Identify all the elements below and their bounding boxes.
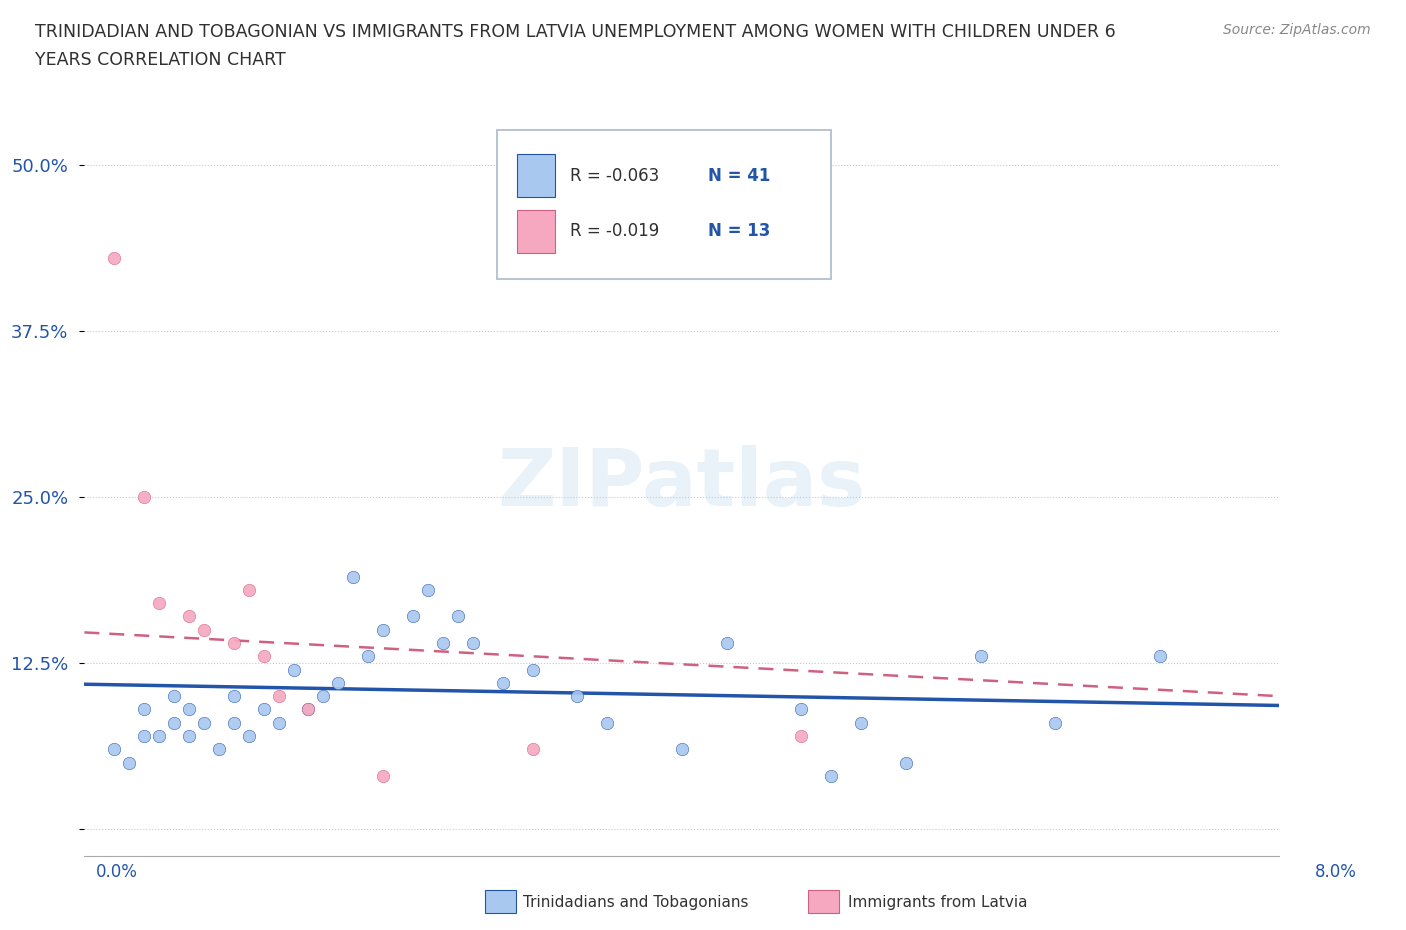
Point bbox=[103, 250, 125, 265]
Point bbox=[222, 689, 245, 704]
Text: Immigrants from Latvia: Immigrants from Latvia bbox=[848, 895, 1028, 910]
Point bbox=[253, 702, 276, 717]
Point bbox=[373, 622, 395, 637]
Point bbox=[177, 728, 200, 743]
Text: N = 13: N = 13 bbox=[709, 222, 770, 240]
FancyBboxPatch shape bbox=[517, 210, 555, 253]
Point bbox=[820, 768, 842, 783]
Point bbox=[163, 689, 186, 704]
Point bbox=[132, 702, 156, 717]
Point bbox=[851, 715, 873, 730]
Point bbox=[208, 742, 231, 757]
Point bbox=[177, 609, 200, 624]
Text: Source: ZipAtlas.com: Source: ZipAtlas.com bbox=[1223, 23, 1371, 37]
Point bbox=[671, 742, 693, 757]
Point bbox=[253, 649, 276, 664]
Point bbox=[1149, 649, 1171, 664]
Text: R = -0.019: R = -0.019 bbox=[569, 222, 659, 240]
Point bbox=[357, 649, 380, 664]
Text: ZIPatlas: ZIPatlas bbox=[498, 445, 866, 523]
Point bbox=[103, 742, 125, 757]
Point bbox=[402, 609, 425, 624]
Text: N = 41: N = 41 bbox=[709, 166, 770, 184]
Point bbox=[447, 609, 470, 624]
FancyBboxPatch shape bbox=[496, 130, 831, 279]
Point bbox=[312, 689, 335, 704]
Point bbox=[970, 649, 993, 664]
Text: TRINIDADIAN AND TOBAGONIAN VS IMMIGRANTS FROM LATVIA UNEMPLOYMENT AMONG WOMEN WI: TRINIDADIAN AND TOBAGONIAN VS IMMIGRANTS… bbox=[35, 23, 1116, 41]
Point bbox=[596, 715, 619, 730]
Point bbox=[416, 582, 439, 597]
Point bbox=[492, 675, 515, 690]
Point bbox=[461, 635, 484, 650]
Text: R = -0.063: R = -0.063 bbox=[569, 166, 659, 184]
Point bbox=[716, 635, 738, 650]
FancyBboxPatch shape bbox=[517, 154, 555, 197]
Point bbox=[177, 702, 200, 717]
Point bbox=[373, 768, 395, 783]
Point bbox=[132, 728, 156, 743]
Point bbox=[267, 715, 290, 730]
Point bbox=[283, 662, 305, 677]
Point bbox=[297, 702, 319, 717]
Point bbox=[238, 582, 260, 597]
Point bbox=[132, 489, 156, 504]
Point bbox=[522, 662, 544, 677]
Point bbox=[790, 728, 813, 743]
Point bbox=[328, 675, 350, 690]
Point bbox=[222, 715, 245, 730]
Point bbox=[432, 635, 454, 650]
Text: 8.0%: 8.0% bbox=[1315, 863, 1357, 882]
Text: 0.0%: 0.0% bbox=[96, 863, 138, 882]
Point bbox=[193, 715, 215, 730]
Point bbox=[148, 728, 170, 743]
Text: YEARS CORRELATION CHART: YEARS CORRELATION CHART bbox=[35, 51, 285, 69]
Point bbox=[342, 569, 364, 584]
Point bbox=[238, 728, 260, 743]
Point bbox=[522, 742, 544, 757]
Point bbox=[297, 702, 319, 717]
Point bbox=[222, 635, 245, 650]
Point bbox=[267, 689, 290, 704]
Point bbox=[148, 596, 170, 611]
Text: Trinidadians and Tobagonians: Trinidadians and Tobagonians bbox=[523, 895, 748, 910]
Point bbox=[790, 702, 813, 717]
Point bbox=[1045, 715, 1067, 730]
Point bbox=[163, 715, 186, 730]
Point bbox=[118, 755, 141, 770]
Point bbox=[193, 622, 215, 637]
Point bbox=[567, 689, 589, 704]
Point bbox=[894, 755, 917, 770]
